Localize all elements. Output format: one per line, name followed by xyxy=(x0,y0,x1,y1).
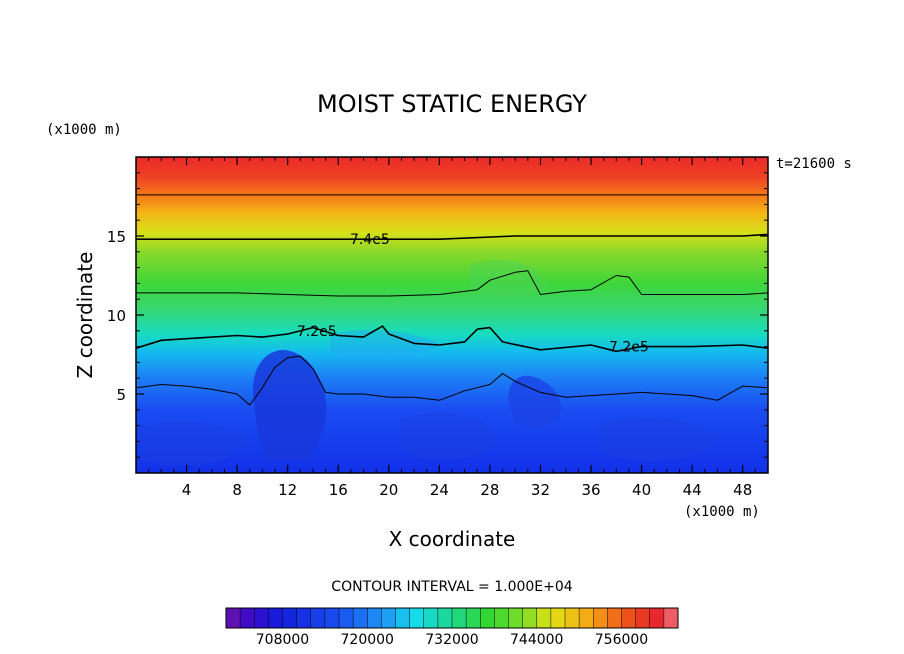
x-axis-ticks: 4 8 12 16 20 24 28 32 36 40 44 48 xyxy=(148,157,756,499)
colorbar-cell xyxy=(494,608,509,628)
colorbar-cell xyxy=(466,608,481,628)
colorbar-cell xyxy=(593,608,608,628)
colorbar-cell xyxy=(226,608,241,628)
x-tick-label: 16 xyxy=(329,481,348,499)
colorbar-cell xyxy=(395,608,411,628)
colorbar-cell xyxy=(353,608,368,628)
colorbar-cell xyxy=(649,608,665,628)
colorbar-cell xyxy=(282,608,298,628)
x-tick-label: 4 xyxy=(182,481,192,499)
colorbar-cell xyxy=(254,608,269,628)
colorbar-cell xyxy=(452,608,467,628)
colorbar-cell xyxy=(240,608,255,628)
colorbar-cell xyxy=(268,608,283,628)
time-label: t=21600 s xyxy=(776,156,852,172)
colorbar-cell xyxy=(522,608,538,628)
colorbar-cell xyxy=(663,608,679,628)
colorbar-cell xyxy=(339,608,354,628)
contour-line-710000 xyxy=(136,355,768,406)
x-tick-label: 48 xyxy=(733,481,752,499)
x-tick-label: 12 xyxy=(278,481,297,499)
contour-label-2: 7.2e5 xyxy=(297,324,337,340)
x-tick-label: 32 xyxy=(531,481,550,499)
convective-plume-right xyxy=(508,375,562,428)
colorbar-cell xyxy=(296,608,312,628)
colorbar-cell xyxy=(508,608,524,628)
colorbar-labels: 708000 720000 732000 744000 756000 xyxy=(256,632,648,648)
y-tick-label: 5 xyxy=(116,386,126,404)
convective-plume-left xyxy=(252,350,327,460)
colorbar-label: 756000 xyxy=(595,632,648,648)
x-tick-label: 8 xyxy=(232,481,242,499)
colorbar-cell xyxy=(565,608,580,628)
y-axis-ticks: 5 10 15 xyxy=(107,172,768,458)
contour-interval-label: CONTOUR INTERVAL = 1.000E+04 xyxy=(331,579,572,595)
contour-line-730000 xyxy=(136,270,768,297)
colorbar-cell xyxy=(310,608,326,628)
colorbar-cell xyxy=(324,608,340,628)
colorbar-cell xyxy=(437,608,453,628)
colorbar-label: 708000 xyxy=(256,632,309,648)
field-structures xyxy=(140,260,720,466)
contour-labels: 7.4e5 7.2e5 7.2e5 xyxy=(297,232,649,355)
y-tick-label: 10 xyxy=(107,307,126,325)
y-axis-label: Z coordinate xyxy=(73,252,97,379)
colorbar-label: 732000 xyxy=(425,632,478,648)
contour-label-1: 7.4e5 xyxy=(350,232,390,248)
colorbar-label: 744000 xyxy=(510,632,563,648)
colorbar-cell xyxy=(579,608,594,628)
chart-title: MOIST STATIC ENERGY xyxy=(317,90,587,118)
x-tick-label: 24 xyxy=(430,481,449,499)
eddy-3 xyxy=(600,417,720,462)
contour-line-740000 xyxy=(136,233,768,240)
colorbar-cell xyxy=(409,608,425,628)
colorbar-cell xyxy=(480,608,495,628)
contour-line-720000 xyxy=(136,325,768,353)
contour-lines xyxy=(136,194,768,406)
x-axis-label: X coordinate xyxy=(389,527,516,551)
colorbar-cell xyxy=(621,608,637,628)
eddy-1 xyxy=(140,421,250,466)
x-tick-label: 20 xyxy=(379,481,398,499)
y-tick-label: 15 xyxy=(107,228,126,246)
x-unit-label: (x1000 m) xyxy=(684,504,760,520)
x-tick-label: 40 xyxy=(632,481,651,499)
colorbar-cell xyxy=(381,608,396,628)
x-tick-label: 44 xyxy=(683,481,702,499)
plot-area xyxy=(136,157,768,473)
colorbar-cell xyxy=(635,608,651,628)
y-unit-label: (x1000 m) xyxy=(46,122,122,138)
colorbar xyxy=(225,607,679,629)
colorbar-cell xyxy=(423,608,439,628)
moist-patch-2 xyxy=(470,260,548,297)
colorbar-frame xyxy=(225,607,679,629)
x-tick-label: 36 xyxy=(581,481,600,499)
contour-label-3: 7.2e5 xyxy=(609,340,649,356)
x-tick-label: 28 xyxy=(480,481,499,499)
colorbar-cell xyxy=(550,608,566,628)
colorbar-cell xyxy=(536,608,552,628)
colorbar-label: 720000 xyxy=(341,632,394,648)
colorbar-cell xyxy=(367,608,382,628)
eddy-2 xyxy=(400,412,500,461)
field-background xyxy=(136,157,768,473)
colorbar-cell xyxy=(607,608,622,628)
